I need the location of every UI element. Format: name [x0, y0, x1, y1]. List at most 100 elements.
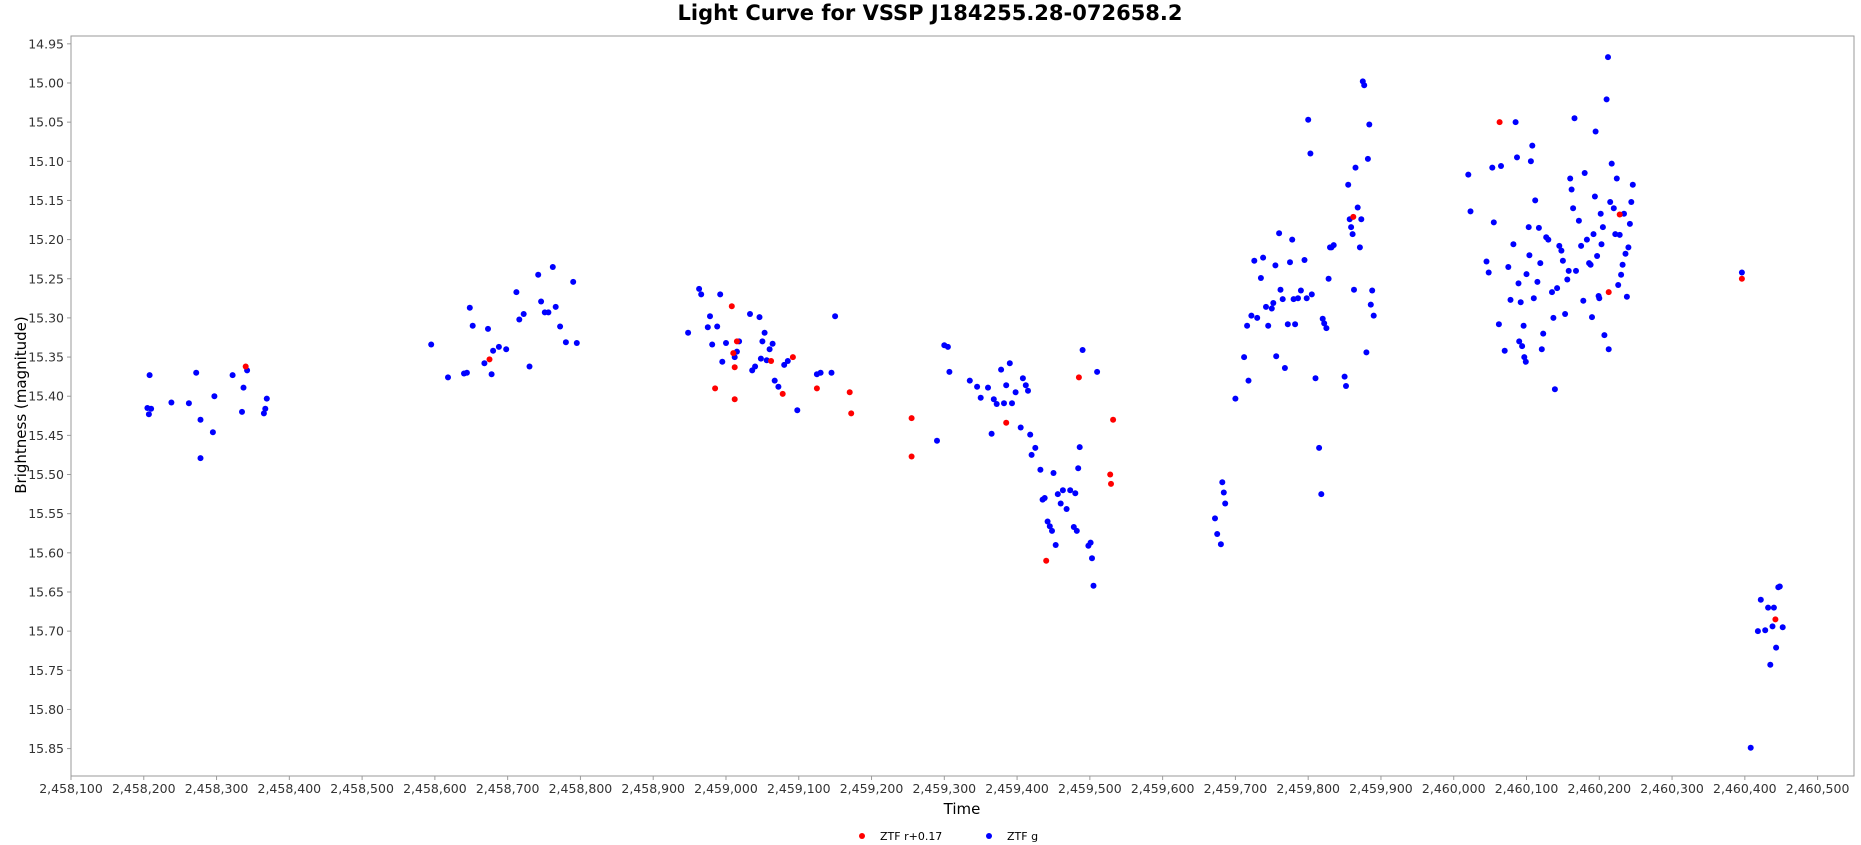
point-ztf-g	[766, 346, 773, 353]
y-tick-label: 15.30	[28, 310, 64, 325]
point-ztf-g	[469, 322, 476, 329]
point-ztf-g	[1505, 264, 1512, 270]
x-tick-label: 2,460,500	[1786, 781, 1850, 796]
point-ztf-g	[759, 338, 766, 345]
point-ztf-g	[240, 384, 247, 391]
y-tick-label: 15.40	[28, 389, 64, 404]
point-ztf-r	[768, 358, 775, 364]
point-ztf-g	[1367, 301, 1374, 308]
point-ztf-r	[733, 338, 740, 345]
point-ztf-g	[1623, 293, 1630, 300]
point-ztf-g	[1308, 291, 1315, 298]
point-ztf-r	[1496, 119, 1503, 126]
point-ztf-g	[1580, 297, 1587, 304]
point-ztf-g	[717, 291, 724, 298]
point-ztf-g	[1762, 627, 1769, 634]
point-ztf-g	[1592, 128, 1599, 135]
point-ztf-g	[1530, 295, 1537, 302]
point-ztf-g	[1316, 444, 1323, 451]
point-ztf-r	[712, 385, 719, 392]
point-ztf-g	[1629, 181, 1636, 188]
point-ztf-g	[1578, 242, 1585, 249]
point-ztf-g	[998, 366, 1005, 373]
x-tick-label: 2,459,700	[1204, 781, 1268, 796]
point-ztf-g	[485, 325, 491, 332]
point-ztf-g	[185, 400, 192, 407]
y-tick-label: 14.95	[28, 36, 64, 51]
chart-title: Light Curve for VSSP J184255.28-072658.2	[677, 1, 1182, 25]
point-ztf-g	[1590, 231, 1597, 238]
point-ztf-g	[1254, 314, 1261, 321]
point-ztf-g	[1019, 375, 1026, 382]
point-ztf-g	[1608, 160, 1615, 167]
x-tick-label: 2,459,500	[1058, 781, 1122, 796]
point-ztf-g	[1003, 382, 1010, 389]
data-points	[144, 54, 1786, 751]
point-ztf-g	[1589, 314, 1595, 321]
x-tick-label: 2,459,800	[1276, 781, 1340, 796]
point-ztf-g	[1523, 271, 1530, 278]
y-tick-label: 15.80	[28, 702, 64, 717]
point-ztf-r	[779, 390, 786, 397]
point-ztf-g	[1613, 175, 1620, 182]
y-tick-label: 15.35	[28, 350, 64, 365]
point-ztf-g	[1769, 623, 1776, 630]
point-ztf-g	[1089, 555, 1095, 562]
point-ztf-g	[1318, 491, 1325, 498]
point-ztf-g	[1770, 604, 1777, 611]
point-ztf-g	[1538, 346, 1545, 353]
point-ztf-g	[1495, 321, 1502, 328]
point-ztf-g	[1483, 258, 1490, 265]
point-ztf-g	[503, 346, 510, 353]
point-ztf-g	[1625, 244, 1632, 251]
x-tick-label: 2,458,200	[112, 781, 176, 796]
point-ztf-g	[698, 291, 705, 298]
point-ztf-g	[1295, 295, 1301, 302]
point-ztf-g	[832, 313, 839, 320]
x-tick-label: 2,460,100	[1495, 781, 1559, 796]
point-ztf-g	[709, 341, 716, 348]
point-ztf-g	[1044, 518, 1051, 525]
point-ztf-g	[1510, 241, 1517, 248]
point-ztf-g	[966, 377, 973, 384]
point-ztf-g	[1260, 254, 1267, 261]
point-ztf-g	[1512, 119, 1519, 126]
point-ztf-g	[1059, 487, 1066, 494]
point-ztf-g	[1485, 269, 1492, 276]
point-ztf-g	[1501, 347, 1508, 354]
point-ztf-g	[1219, 479, 1226, 486]
y-tick-label: 15.20	[28, 232, 64, 247]
point-ztf-g	[1049, 527, 1055, 534]
point-ztf-g	[1598, 241, 1605, 248]
point-ztf-g	[1540, 330, 1547, 337]
point-ztf-r	[908, 415, 915, 422]
point-ztf-g	[463, 369, 470, 376]
point-ztf-r	[1772, 616, 1779, 623]
point-ztf-g	[707, 313, 713, 320]
y-tick-label: 15.10	[28, 154, 64, 169]
point-ztf-g	[944, 343, 951, 350]
point-ztf-g	[723, 340, 729, 346]
point-ztf-r	[1738, 275, 1745, 282]
point-ztf-g	[488, 371, 495, 378]
x-tick-label: 2,459,100	[767, 781, 831, 796]
point-ztf-g	[1212, 515, 1218, 522]
point-ztf-g	[817, 369, 824, 376]
point-ztf-g	[557, 323, 564, 330]
plot-area	[70, 35, 1855, 777]
x-tick-label: 2,459,400	[985, 781, 1049, 796]
y-tick-label: 15.45	[28, 428, 64, 443]
point-ztf-r	[813, 385, 820, 392]
point-ztf-g	[1565, 267, 1572, 274]
point-ztf-g	[1581, 170, 1588, 176]
point-ztf-g	[761, 329, 768, 336]
point-ztf-g	[1251, 257, 1258, 264]
point-ztf-g	[1244, 322, 1251, 329]
point-ztf-g	[1057, 500, 1064, 507]
x-tick-label: 2,458,900	[621, 781, 685, 796]
point-ztf-g	[263, 395, 270, 402]
x-tick-label: 2,458,700	[476, 781, 540, 796]
point-ztf-g	[1301, 257, 1308, 263]
point-ztf-g	[1245, 377, 1252, 384]
point-ztf-g	[1520, 322, 1527, 329]
